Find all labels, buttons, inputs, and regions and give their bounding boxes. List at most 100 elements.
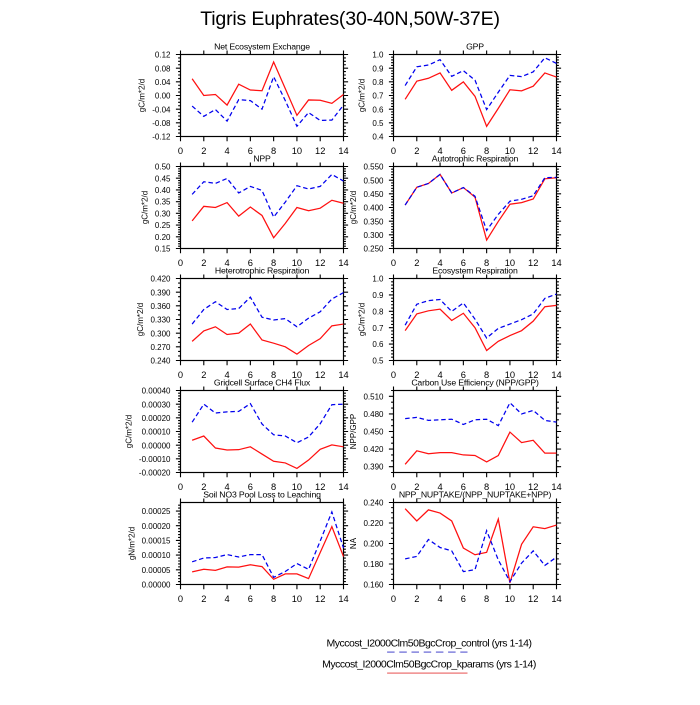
svg-text:1.0: 1.0 (372, 51, 384, 60)
svg-text:Ecosystem Respiration: Ecosystem Respiration (432, 266, 518, 276)
svg-text:0: 0 (178, 370, 183, 380)
svg-text:0.08: 0.08 (155, 64, 171, 73)
svg-text:0.00015: 0.00015 (142, 537, 171, 546)
svg-text:6: 6 (461, 370, 466, 380)
svg-text:12: 12 (315, 258, 325, 268)
svg-text:2: 2 (414, 482, 419, 492)
svg-text:0.270: 0.270 (150, 343, 171, 352)
svg-text:2: 2 (201, 370, 206, 380)
svg-text:0: 0 (391, 146, 396, 156)
svg-text:0: 0 (391, 258, 396, 268)
svg-text:12: 12 (315, 146, 325, 156)
svg-text:12: 12 (528, 594, 538, 604)
svg-text:10: 10 (505, 370, 515, 380)
svg-text:14: 14 (551, 258, 561, 268)
svg-text:2: 2 (201, 258, 206, 268)
svg-text:0.9: 0.9 (372, 64, 384, 73)
svg-text:8: 8 (484, 258, 489, 268)
svg-text:0.240: 0.240 (150, 357, 171, 366)
svg-text:gC/m*2/d: gC/m*2/d (349, 191, 358, 224)
svg-text:0: 0 (178, 258, 183, 268)
svg-text:8: 8 (271, 594, 276, 604)
svg-text:14: 14 (338, 482, 348, 492)
svg-text:Autotrophic Respiration: Autotrophic Respiration (432, 154, 519, 164)
svg-text:-0.08: -0.08 (152, 119, 171, 128)
svg-text:2: 2 (414, 594, 419, 604)
svg-text:4: 4 (437, 482, 442, 492)
svg-text:12: 12 (528, 482, 538, 492)
svg-text:2: 2 (201, 146, 206, 156)
svg-text:8: 8 (271, 482, 276, 492)
svg-text:0.500: 0.500 (363, 176, 384, 185)
svg-text:0.550: 0.550 (363, 163, 384, 172)
svg-text:NPP_NUPTAKE/(NPP_NUPTAKE+NPP): NPP_NUPTAKE/(NPP_NUPTAKE+NPP) (399, 490, 552, 500)
svg-text:0.04: 0.04 (155, 78, 171, 87)
svg-text:0.00020: 0.00020 (142, 414, 171, 423)
svg-text:0.6: 0.6 (372, 105, 384, 114)
svg-text:gC/m*2/d: gC/m*2/d (140, 191, 149, 224)
svg-text:0.4: 0.4 (372, 133, 384, 142)
svg-text:0.330: 0.330 (150, 316, 171, 325)
svg-text:6: 6 (248, 482, 253, 492)
svg-text:0.00000: 0.00000 (142, 581, 171, 590)
svg-text:10: 10 (292, 258, 302, 268)
svg-text:0: 0 (178, 482, 183, 492)
svg-text:14: 14 (338, 146, 348, 156)
svg-text:Soil NO3 Pool Loss to Leaching: Soil NO3 Pool Loss to Leaching (203, 490, 321, 500)
svg-text:0.420: 0.420 (363, 445, 384, 454)
svg-text:Tigris Euphrates(30-40N,50W-37: Tigris Euphrates(30-40N,50W-37E) (200, 8, 500, 30)
svg-text:0: 0 (178, 594, 183, 604)
svg-text:4: 4 (224, 146, 229, 156)
svg-text:14: 14 (551, 370, 561, 380)
svg-text:0.360: 0.360 (150, 302, 171, 311)
svg-text:0.5: 0.5 (372, 119, 384, 128)
svg-text:-0.00020: -0.00020 (139, 469, 171, 478)
svg-text:8: 8 (484, 370, 489, 380)
svg-text:0.00040: 0.00040 (142, 387, 171, 396)
svg-text:0.00: 0.00 (155, 92, 171, 101)
svg-text:Myccost_I2000Clm50BgcCrop_kpar: Myccost_I2000Clm50BgcCrop_kparams (yrs 1… (322, 659, 536, 671)
svg-text:8: 8 (484, 146, 489, 156)
svg-text:Carbon Use Efficiency (NPP/GPP: Carbon Use Efficiency (NPP/GPP) (411, 378, 539, 388)
svg-text:10: 10 (292, 146, 302, 156)
svg-text:0.300: 0.300 (363, 231, 384, 240)
svg-text:-0.00010: -0.00010 (139, 455, 171, 464)
svg-text:0.390: 0.390 (363, 463, 384, 472)
svg-text:2: 2 (414, 370, 419, 380)
svg-text:-0.04: -0.04 (152, 105, 171, 114)
svg-text:0.5: 0.5 (372, 357, 384, 366)
svg-text:1.0: 1.0 (372, 275, 384, 284)
svg-text:4: 4 (224, 594, 229, 604)
svg-text:4: 4 (224, 258, 229, 268)
svg-text:0.00005: 0.00005 (142, 566, 171, 575)
svg-text:NPP/GPP: NPP/GPP (349, 414, 358, 450)
svg-text:0.50: 0.50 (155, 163, 171, 172)
svg-text:0.510: 0.510 (363, 392, 384, 401)
svg-text:8: 8 (271, 258, 276, 268)
svg-text:12: 12 (315, 370, 325, 380)
svg-text:14: 14 (338, 258, 348, 268)
svg-text:0: 0 (391, 594, 396, 604)
svg-text:0.35: 0.35 (155, 198, 171, 207)
svg-text:gC/m*2/d: gC/m*2/d (358, 303, 367, 336)
svg-text:gC/m*2/d: gC/m*2/d (138, 79, 147, 112)
svg-text:4: 4 (224, 482, 229, 492)
svg-text:6: 6 (248, 146, 253, 156)
svg-text:12: 12 (315, 482, 325, 492)
svg-text:14: 14 (338, 594, 348, 604)
svg-text:6: 6 (461, 594, 466, 604)
svg-text:12: 12 (528, 258, 538, 268)
svg-text:2: 2 (414, 258, 419, 268)
svg-text:0.390: 0.390 (150, 288, 171, 297)
svg-text:4: 4 (437, 594, 442, 604)
svg-text:0.240: 0.240 (363, 499, 384, 508)
svg-text:0.8: 0.8 (372, 78, 384, 87)
svg-text:0: 0 (178, 146, 183, 156)
svg-text:Net Ecosystem Exchange: Net Ecosystem Exchange (214, 42, 310, 52)
svg-text:Myccost_I2000Clm50BgcCrop_cont: Myccost_I2000Clm50BgcCrop_control (yrs 1… (326, 637, 531, 649)
svg-text:0.00030: 0.00030 (142, 400, 171, 409)
svg-text:0.300: 0.300 (150, 329, 171, 338)
svg-text:14: 14 (551, 146, 561, 156)
svg-text:0.30: 0.30 (155, 209, 171, 218)
svg-text:0: 0 (391, 370, 396, 380)
